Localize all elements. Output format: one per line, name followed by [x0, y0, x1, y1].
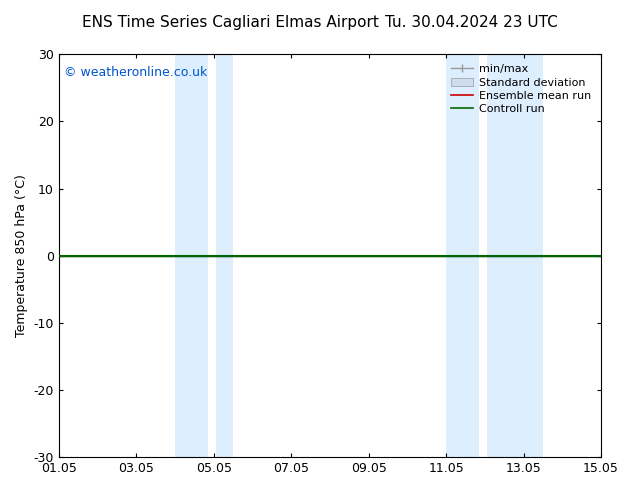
Bar [446, 54, 479, 457]
Text: © weatheronline.co.uk: © weatheronline.co.uk [64, 66, 207, 79]
Bar [175, 54, 208, 457]
Text: ENS Time Series Cagliari Elmas Airport: ENS Time Series Cagliari Elmas Airport [82, 15, 379, 30]
Y-axis label: Temperature 850 hPa (°C): Temperature 850 hPa (°C) [15, 174, 28, 337]
Text: Tu. 30.04.2024 23 UTC: Tu. 30.04.2024 23 UTC [385, 15, 558, 30]
Bar [487, 54, 543, 457]
Legend: min/max, Standard deviation, Ensemble mean run, Controll run: min/max, Standard deviation, Ensemble me… [446, 60, 595, 119]
Bar [216, 54, 233, 457]
